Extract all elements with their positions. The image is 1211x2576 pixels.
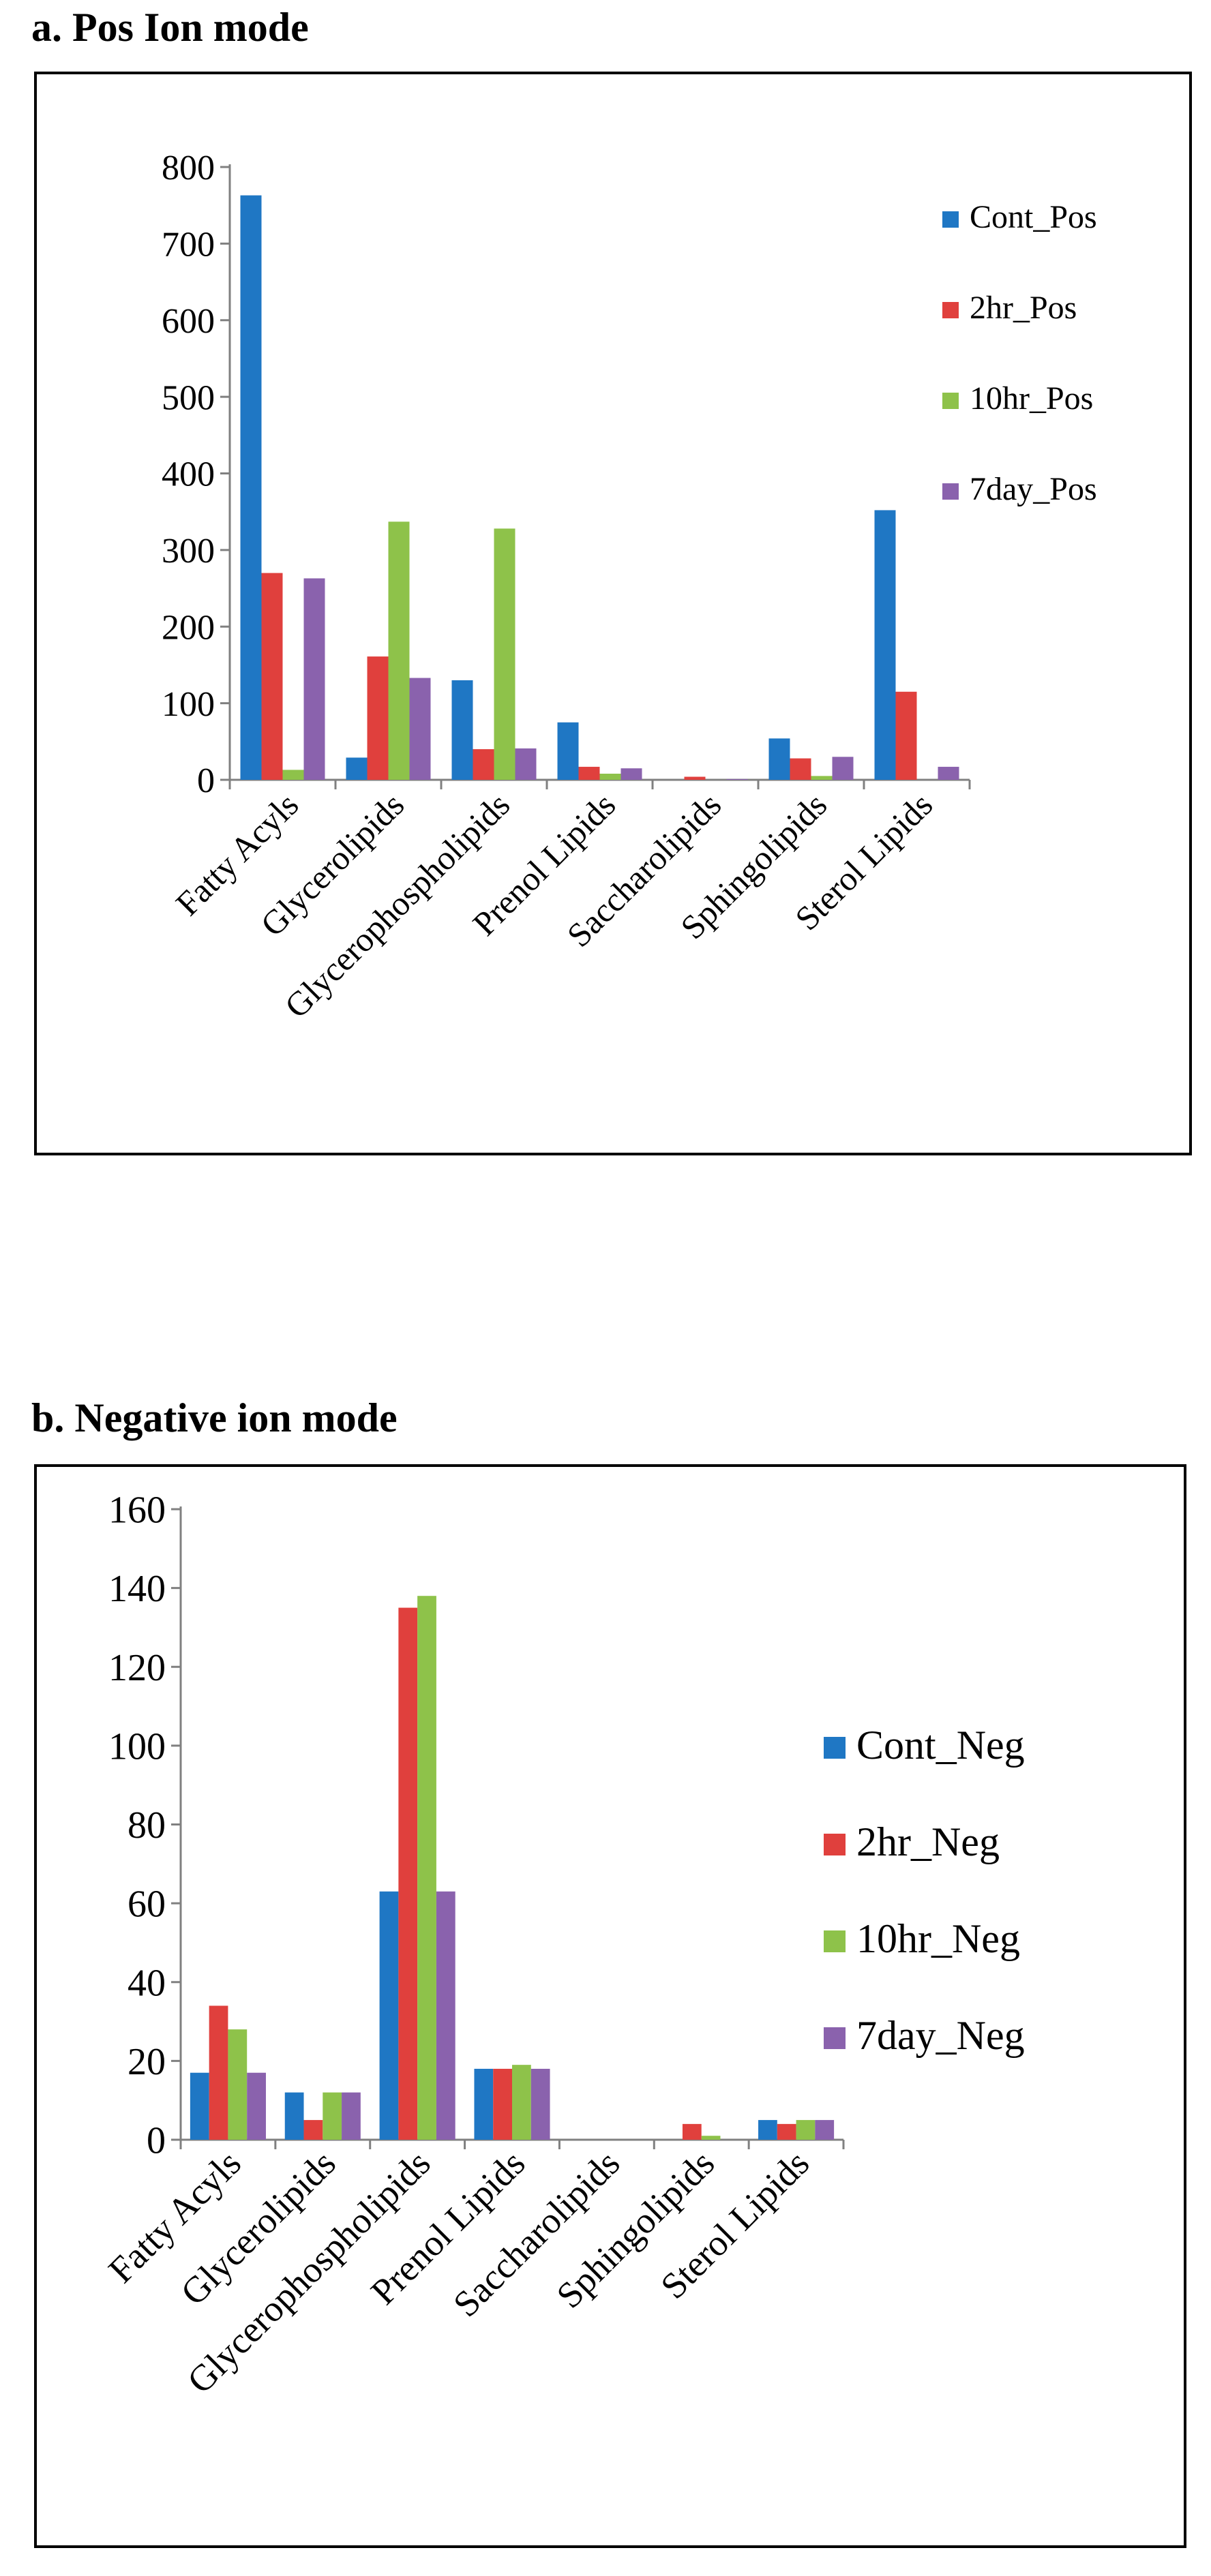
chart-b-bar-7day-neg-fatty-acyls [247,2072,266,2140]
chart-b-bar-cont-neg-prenol-lipids [474,2068,494,2140]
chart-b-bar-cont-neg-sterol-lipids [758,2120,777,2140]
chart-b-bar-10hr-neg-glycerolipids [323,2092,342,2140]
chart-a-bar-cont-pos-sphingolipids [768,738,790,780]
chart-b-bar-2hr-neg-fatty-acyls [209,2005,228,2140]
chart-a-bar-cont-pos-sterol-lipids [874,510,896,780]
chart-a-bar-2hr-pos-sterol-lipids [895,691,917,780]
chart-b-bar-10hr-neg-sphingolipids [701,2136,721,2140]
chart-b-y-tick-label: 40 [128,1962,166,2004]
chart-b-bar-2hr-neg-sphingolipids [682,2123,702,2140]
chart-b-y-tick-label: 140 [108,1568,166,1610]
chart-a-y-tick-label: 200 [162,608,215,647]
chart-a-bar-2hr-pos-glycerolipids [367,656,389,780]
chart-a-legend-label: 10hr_Pos [970,380,1093,416]
chart-a-y-tick-label: 700 [162,226,215,264]
chart-a-title: a. Pos Ion mode [31,5,309,50]
chart-a-bar-2hr-pos-glycerophospholipids [473,749,494,780]
chart-a-y-tick-label: 400 [162,455,215,494]
chart-b-y-tick-label: 60 [128,1883,166,1926]
chart-b-legend-swatch [824,1737,846,1759]
chart-b-legend-label: 10hr_Neg [856,1916,1020,1961]
chart-a-bar-7day-pos-glycerophospholipids [515,748,537,780]
chart-b-y-tick-label: 20 [128,2041,166,2083]
chart-a-bar-2hr-pos-prenol-lipids [578,766,600,780]
chart-b-bar-10hr-neg-glycerophospholipids [417,1596,436,2140]
chart-b-bar-10hr-neg-prenol-lipids [512,2065,531,2140]
chart-a-bar-7day-pos-prenol-lipids [621,768,642,780]
chart-b-bar-2hr-neg-prenol-lipids [493,2068,512,2140]
chart-b-y-tick-label: 0 [147,2120,166,2162]
chart-a-legend-label: Cont_Pos [970,199,1097,235]
chart-b-bar-cont-neg-fatty-acyls [190,2072,209,2140]
chart-b-bar-7day-neg-prenol-lipids [530,2068,550,2140]
chart-a-bar-10hr-pos-prenol-lipids [599,774,621,780]
chart-b-legend-label: Cont_Neg [856,1723,1025,1768]
chart-b-legend-label: 7day_Neg [856,2013,1025,2058]
chart-a-frame [34,72,1192,1155]
chart-a-y-tick-label: 300 [162,532,215,571]
chart-b-title: b. Negative ion mode [31,1395,398,1440]
chart-a-bar-7day-pos-glycerolipids [409,678,431,780]
chart-b-bar-2hr-neg-glycerophospholipids [398,1607,418,2140]
chart-b-bar-7day-neg-sterol-lipids [815,2120,835,2140]
chart-a-bar-cont-pos-glycerophospholipids [451,680,473,780]
chart-a-bar-cont-pos-fatty-acyls [240,195,262,780]
chart-b-bar-cont-neg-glycerophospholipids [379,1891,399,2140]
chart-b-bar-2hr-neg-glycerolipids [303,2120,323,2140]
chart-b-legend-swatch [824,1930,846,1952]
chart-a-bar-10hr-pos-fatty-acyls [282,770,304,780]
chart-b-bar-2hr-neg-sterol-lipids [777,2123,796,2140]
chart-a-y-tick-label: 0 [197,761,215,800]
chart-a-bar-2hr-pos-sphingolipids [790,758,811,780]
chart-a-bar-10hr-pos-glycerophospholipids [494,528,515,780]
chart-a-bar-7day-pos-saccharolipids [726,778,748,780]
chart-b-y-tick-label: 80 [128,1804,166,1847]
chart-a-bar-cont-pos-glycerolipids [346,757,368,780]
chart-a-bar-10hr-pos-sphingolipids [811,776,833,780]
chart-b-bar-cont-neg-glycerolipids [284,2092,304,2140]
chart-a-bar-2hr-pos-fatty-acyls [261,573,283,780]
chart-a-y-tick-label: 800 [162,149,215,187]
chart-a-bar-2hr-pos-saccharolipids [684,776,706,780]
chart-a-y-tick-label: 600 [162,302,215,341]
chart-b-bar-7day-neg-glycerolipids [342,2092,361,2140]
chart-b-x-tick-label: Saccharolipids [445,2142,627,2324]
chart-b-bar-10hr-neg-sterol-lipids [796,2120,816,2140]
chart-b-y-tick-label: 120 [108,1647,166,1689]
chart-a-bar-cont-pos-prenol-lipids [557,722,579,780]
chart-b-legend-swatch [824,2027,846,2049]
chart-a-bar-7day-pos-sphingolipids [832,757,854,780]
chart-b-y-tick-label: 160 [108,1489,166,1532]
chart-a-y-tick-label: 100 [162,685,215,724]
chart-b-bar-10hr-neg-fatty-acyls [228,2029,248,2140]
chart-a-legend-label: 7day_Pos [970,471,1097,507]
chart-a-bar-7day-pos-fatty-acyls [303,578,325,780]
chart-a-bar-10hr-pos-glycerolipids [388,521,410,780]
chart-b-legend-swatch [824,1834,846,1855]
chart-a-legend-swatch [942,393,959,409]
chart-b-legend-label: 2hr_Neg [856,1819,1000,1864]
chart-a-legend-swatch [942,302,959,318]
chart-b-y-tick-label: 100 [108,1725,166,1768]
chart-b-bar-7day-neg-glycerophospholipids [436,1891,455,2140]
chart-a-y-tick-label: 500 [162,378,215,417]
chart-a-bar-7day-pos-sterol-lipids [938,766,959,780]
chart-a-legend-swatch [942,211,959,228]
chart-a-legend-label: 2hr_Pos [970,290,1077,326]
chart-a-legend-swatch [942,483,959,500]
